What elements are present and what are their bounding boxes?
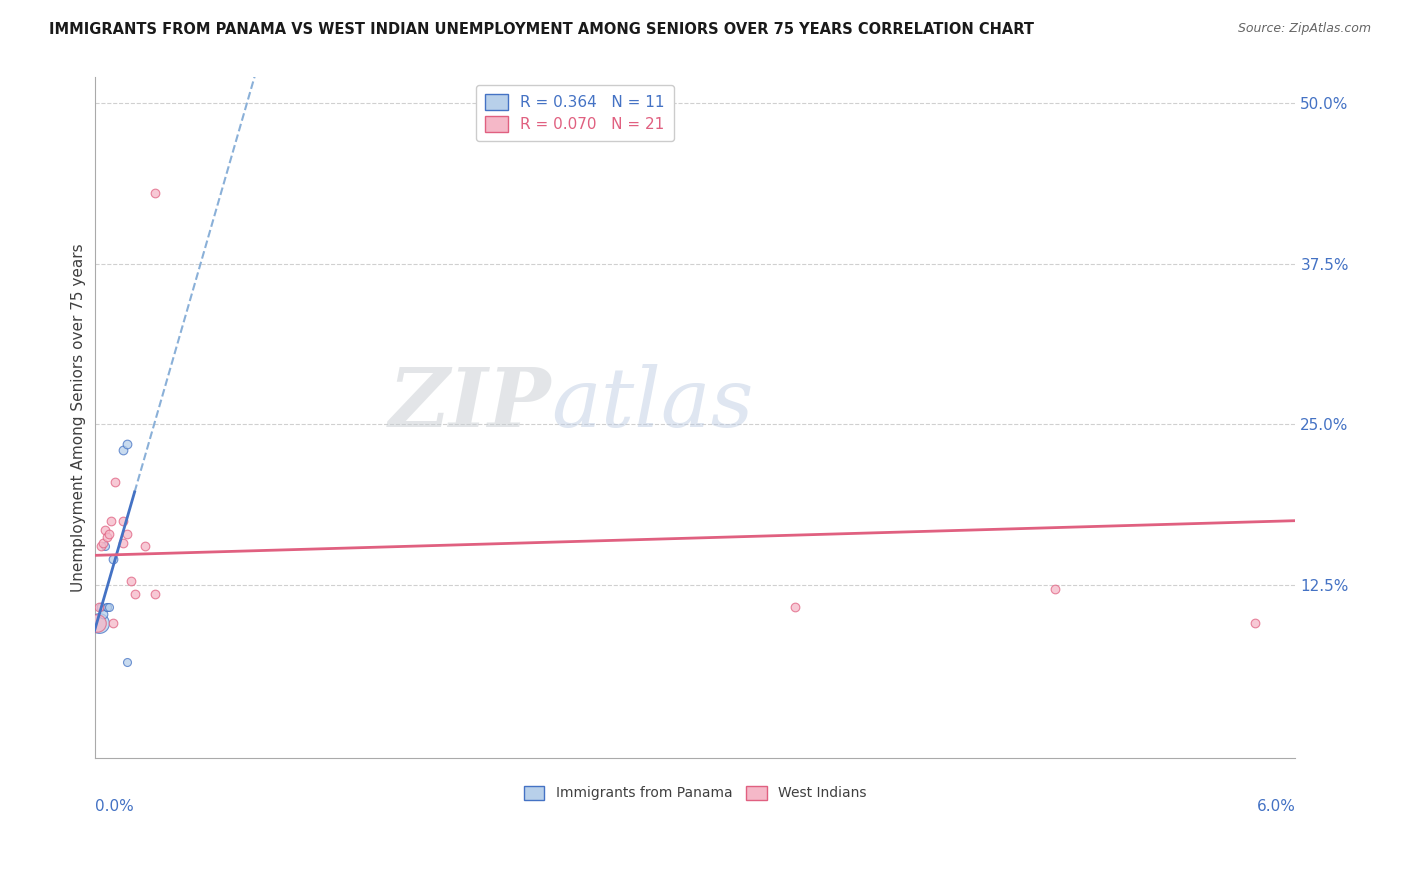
Point [115,436,138,450]
Point [93,540,115,554]
Point [93,523,115,537]
Text: 6.0%: 6.0% [1257,799,1295,814]
Point [1045,582,1067,596]
Legend: Immigrants from Panama, West Indians: Immigrants from Panama, West Indians [517,780,872,805]
Point [111,442,134,457]
Text: IMMIGRANTS FROM PANAMA VS WEST INDIAN UNEMPLOYMENT AMONG SENIORS OVER 75 YEARS C: IMMIGRANTS FROM PANAMA VS WEST INDIAN UN… [49,22,1035,37]
Point [134,540,156,554]
Point [90,599,112,614]
Point [111,514,134,528]
Text: atlas: atlas [551,364,754,444]
Point [96,599,118,614]
Point [101,616,124,631]
Point [124,587,146,601]
Point [100,514,122,528]
Point [91,535,114,549]
Point [115,526,138,541]
Point [96,530,118,544]
Point [91,607,114,622]
Text: 0.0%: 0.0% [94,799,134,814]
Point [115,655,138,669]
Point [86,616,108,631]
Text: Source: ZipAtlas.com: Source: ZipAtlas.com [1237,22,1371,36]
Point [90,540,112,554]
Point [97,599,120,614]
Point [103,475,125,490]
Point [783,599,806,614]
Y-axis label: Unemployment Among Seniors over 75 years: Unemployment Among Seniors over 75 years [72,244,86,592]
Point [101,552,124,566]
Point [87,599,110,614]
Point [97,526,120,541]
Point [120,574,142,588]
Point [1244,616,1267,631]
Point [87,616,110,631]
Point [143,186,166,200]
Point [96,599,118,614]
Text: ZIP: ZIP [388,364,551,444]
Point [143,587,166,601]
Point [111,535,134,549]
